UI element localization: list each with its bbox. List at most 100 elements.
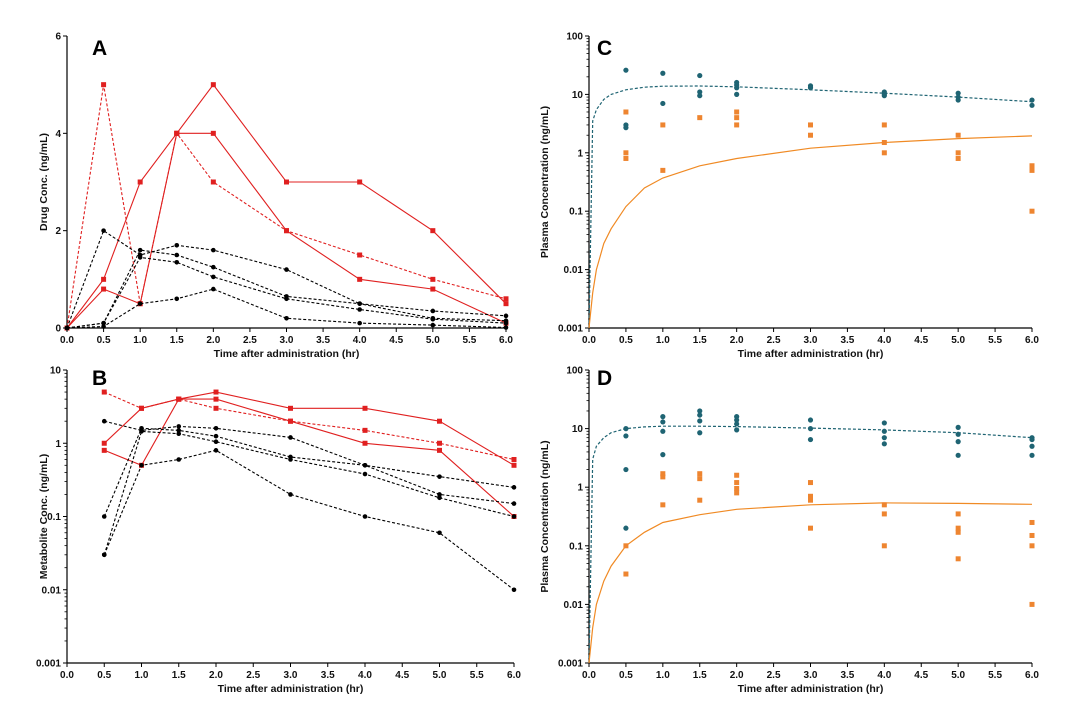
data-point <box>362 463 368 468</box>
series-line-5 <box>103 427 515 517</box>
scatter-point <box>697 408 703 414</box>
y-tick-label: 0.01 <box>42 585 62 596</box>
x-tick-label: 3.5 <box>840 670 854 681</box>
scatter-point <box>623 150 629 156</box>
data-point <box>213 405 219 411</box>
data-point <box>101 447 107 453</box>
y-tick-label: 0.001 <box>558 324 583 335</box>
data-point <box>137 247 143 253</box>
data-point <box>101 389 107 395</box>
x-tick-label: 2.0 <box>209 670 223 681</box>
data-point <box>176 428 182 433</box>
x-tick-label: 5.0 <box>426 335 440 346</box>
scatter-point <box>734 421 740 427</box>
data-point <box>430 308 436 314</box>
panel-c: 0.0 0.5 1.0 1.5 2.0 2.5 3.0 3.5 4.0 4.5 5.0 5.5 6.0 0… <box>539 32 1039 361</box>
data-point <box>213 425 219 431</box>
scatter-point <box>1029 543 1035 549</box>
scatter-point <box>808 493 813 499</box>
data-point <box>357 252 363 258</box>
y-tick-label: 0.1 <box>569 207 583 218</box>
data-point <box>511 457 517 463</box>
data-point <box>139 429 144 434</box>
scatter-point <box>660 70 666 76</box>
data-point <box>137 301 143 306</box>
scatter-point <box>734 490 740 496</box>
data-point <box>437 440 442 446</box>
scatter-point <box>734 122 740 128</box>
scatter-point <box>623 433 629 439</box>
x-tick-label: 2.5 <box>243 335 257 346</box>
data-point <box>437 530 442 536</box>
x-tick-label: 2.0 <box>730 670 744 681</box>
data-point <box>288 405 293 411</box>
scatter-point <box>697 476 703 482</box>
x-axis-title: Time after administration (hr) <box>738 683 884 695</box>
y-tick-label: 0.001 <box>558 659 583 670</box>
data-point <box>139 405 144 411</box>
data-point <box>288 435 293 440</box>
x-axis-title: Time after administration (hr) <box>214 348 360 360</box>
y-axis-title: Metabolite Conc. (ng/mL) <box>38 454 50 579</box>
scatter-point <box>1029 519 1035 525</box>
data-point <box>288 457 293 462</box>
scatter-point <box>734 472 740 478</box>
scatter-point <box>881 511 887 517</box>
scatter-point <box>697 430 703 436</box>
panel-d: 0.0 0.5 1.0 1.5 2.0 2.5 3.0 3.5 4.0 4.5 5.0 5.5 6.0 0… <box>539 366 1039 696</box>
data-point <box>101 286 107 292</box>
x-tick-label: 0.0 <box>582 670 596 681</box>
x-tick-label: 1.0 <box>135 670 149 681</box>
scatter-point <box>660 471 666 477</box>
scatter-point <box>955 132 961 138</box>
series-line-4 <box>66 229 507 329</box>
data-point <box>362 471 368 477</box>
data-point <box>511 514 517 519</box>
fit-curve-2 <box>588 502 1033 664</box>
y-tick-label: 0.1 <box>47 512 61 523</box>
y-tick-label: 1 <box>577 148 583 159</box>
y-tick-label: 1 <box>577 483 583 494</box>
data-point <box>213 396 219 402</box>
data-point <box>137 179 143 185</box>
scatter-point <box>1029 163 1035 169</box>
data-point <box>211 286 216 292</box>
x-tick-label: 0.0 <box>60 335 74 346</box>
scatter-point <box>955 525 961 531</box>
x-tick-label: 4.5 <box>914 670 928 681</box>
data-point <box>288 418 293 424</box>
scatter-point <box>734 480 740 486</box>
fit-curve-1 <box>588 425 1033 664</box>
data-point <box>437 418 442 424</box>
scatter-point <box>1029 532 1035 538</box>
x-tick-label: 2.5 <box>767 335 781 346</box>
data-point <box>211 264 216 270</box>
data-point <box>213 433 219 439</box>
scatter-point <box>955 529 961 535</box>
x-tick-label: 1.5 <box>170 335 184 346</box>
scatter-point <box>623 67 629 73</box>
x-axis-title: Time after administration (hr) <box>738 348 884 360</box>
x-tick-label: 3.0 <box>284 670 298 681</box>
x-tick-label: 5.0 <box>433 670 447 681</box>
data-point <box>210 179 216 185</box>
scatter-point <box>807 436 814 443</box>
data-point <box>357 301 362 306</box>
data-point <box>210 82 216 88</box>
series-line-7 <box>66 288 507 329</box>
data-point <box>213 389 219 395</box>
scatter-point <box>1029 452 1035 458</box>
scatter-point <box>660 474 666 480</box>
data-point <box>211 247 216 253</box>
x-tick-label: 3.0 <box>804 335 818 346</box>
scatter-point <box>881 428 887 434</box>
data-point <box>176 457 182 462</box>
panel-b: 0.0 0.5 1.0 1.5 2.0 2.5 3.0 3.5 4.0 4.5 5.0 5.5 6.0 0… <box>36 366 521 696</box>
y-axis-title: Plasma Concentration (ng/mL) <box>539 440 551 592</box>
scatter-point <box>881 140 887 146</box>
data-point <box>101 418 107 424</box>
x-tick-label: 2.5 <box>767 670 781 681</box>
x-tick-label: 0.5 <box>97 335 111 346</box>
scatter-point <box>881 420 887 426</box>
scatter-point <box>955 439 961 445</box>
